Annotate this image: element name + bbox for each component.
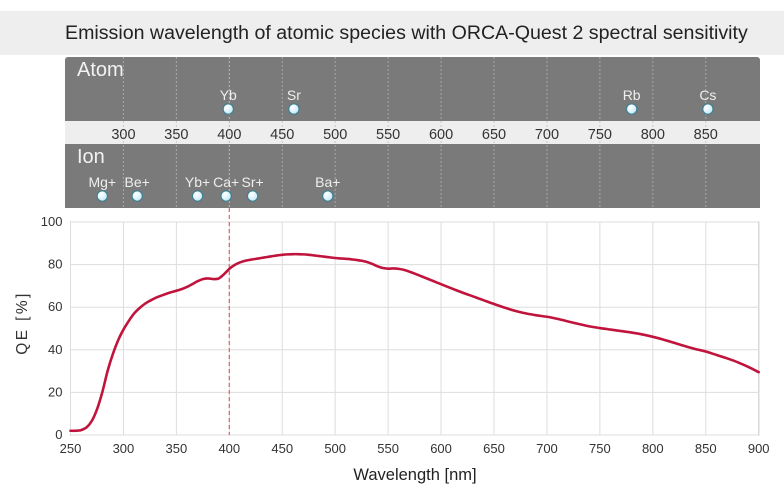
svg-text:Cs: Cs [699,87,716,103]
svg-text:450: 450 [271,441,293,456]
svg-text:400: 400 [217,127,241,143]
svg-text:450: 450 [270,127,294,143]
svg-text:850: 850 [694,127,718,143]
svg-text:250: 250 [60,441,82,456]
svg-text:550: 550 [376,127,400,143]
svg-text:600: 600 [429,127,453,143]
svg-text:650: 650 [482,127,506,143]
svg-text:Mg+: Mg+ [88,174,116,190]
svg-text:800: 800 [641,127,665,143]
svg-text:20: 20 [48,384,62,399]
svg-text:700: 700 [536,441,558,456]
svg-text:Be+: Be+ [125,174,150,190]
svg-text:Rb: Rb [623,87,641,103]
svg-text:60: 60 [48,299,62,314]
svg-text:300: 300 [113,441,135,456]
svg-text:400: 400 [218,441,240,456]
svg-text:900: 900 [748,441,770,456]
svg-text:40: 40 [48,342,62,357]
svg-text:650: 650 [483,441,505,456]
svg-text:550: 550 [377,441,399,456]
svg-text:600: 600 [430,441,452,456]
svg-text:Ba+: Ba+ [315,174,340,190]
svg-text:800: 800 [642,441,664,456]
svg-text:Yb: Yb [220,87,237,103]
svg-text:Sr+: Sr+ [242,174,264,190]
svg-text:0: 0 [55,427,62,442]
svg-text:850: 850 [695,441,717,456]
svg-text:Sr: Sr [287,87,301,103]
svg-text:100: 100 [41,214,63,229]
svg-text:700: 700 [535,127,559,143]
svg-text:750: 750 [589,441,611,456]
svg-text:500: 500 [324,441,346,456]
svg-text:350: 350 [164,127,188,143]
svg-text:300: 300 [111,127,135,143]
svg-text:80: 80 [48,257,62,272]
svg-text:Yb+: Yb+ [185,174,210,190]
svg-text:750: 750 [588,127,612,143]
svg-text:500: 500 [323,127,347,143]
svg-text:350: 350 [166,441,188,456]
svg-text:Ca+: Ca+ [213,174,239,190]
